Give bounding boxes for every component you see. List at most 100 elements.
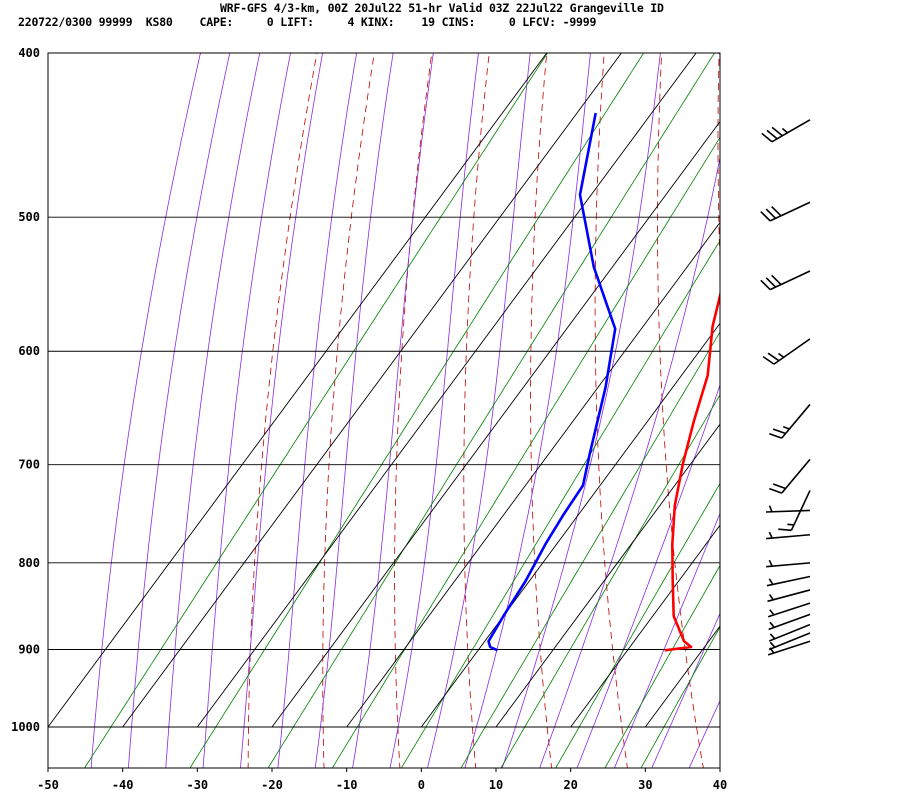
wind-barb-flag	[771, 274, 782, 286]
moist-adiabat	[277, 53, 358, 768]
wind-barb-flag	[768, 593, 774, 601]
moist-adiabat	[464, 53, 591, 768]
wind-barb	[766, 559, 811, 568]
wind-barb-flag	[769, 633, 776, 640]
moist-adiabat	[314, 53, 394, 768]
x-tick-label: 10	[489, 778, 503, 792]
moist-adiabat	[726, 34, 900, 770]
wind-barb-staff	[768, 613, 811, 631]
moist-adiabat	[501, 53, 661, 768]
isotherm-line	[122, 53, 622, 728]
wind-barb-flag	[760, 279, 771, 291]
wind-barb	[767, 602, 811, 618]
chart-header: WRF-GFS 4/3-km, 00Z 20Jul22 51-hr Valid …	[0, 0, 900, 40]
wind-barb-flag	[766, 129, 778, 140]
dry-adiabat	[717, 53, 720, 272]
moist-adiabat	[90, 53, 201, 768]
dry-adiabat	[891, 34, 900, 770]
mixing-ratio-line	[460, 331, 720, 768]
wind-barb-flag	[769, 647, 775, 654]
isotherm-line	[48, 53, 548, 728]
moist-adiabat	[539, 155, 720, 768]
wind-barb-flag	[761, 132, 773, 143]
wind-barb-flag	[769, 641, 776, 648]
isotherm-line	[271, 120, 720, 728]
moist-adiabat	[389, 53, 479, 768]
wind-barb-staff	[781, 403, 811, 439]
wind-barb-staff	[769, 201, 811, 222]
wind-barb	[760, 270, 811, 291]
y-axis-ticks: 400 500 600 700 800 900 1000	[11, 46, 40, 734]
wind-barb	[767, 589, 811, 603]
wind-barb-staff	[769, 270, 811, 291]
isotherm-line	[869, 53, 900, 727]
x-tick-label: 0	[418, 778, 425, 792]
wind-barb-flag	[769, 621, 775, 628]
isotherm-line	[719, 726, 720, 727]
wind-barb-flag	[782, 425, 790, 430]
wind-barb	[769, 403, 811, 439]
wind-barb-flag	[768, 559, 773, 567]
mixing-ratio-line	[189, 53, 645, 768]
isotherm-line	[795, 53, 900, 727]
wind-barb-flag	[771, 126, 783, 137]
wind-barb	[762, 338, 811, 365]
wind-barb-staff	[767, 589, 811, 603]
wind-barb	[768, 613, 811, 631]
wind-barb	[766, 531, 811, 540]
wind-barb	[760, 201, 811, 222]
dry-adiabat	[530, 53, 552, 768]
mixing-ratio-line	[500, 394, 720, 768]
wind-barb-flag	[787, 523, 795, 526]
moist-adiabat	[651, 612, 720, 768]
x-axis-ticks: -50 -40 -30 -20 -10 0 10 20 30 40	[37, 768, 727, 792]
isotherm-line	[420, 322, 720, 728]
wind-barb	[768, 632, 811, 651]
isotherm-line	[495, 423, 720, 728]
dry-adiabat	[247, 53, 318, 768]
moist-adiabat	[240, 53, 324, 768]
wind-barb-flag	[765, 277, 777, 288]
x-tick-label: 40	[713, 778, 727, 792]
x-tick-label: -10	[336, 778, 358, 792]
grid	[48, 52, 720, 728]
mixing-ratio-line	[331, 136, 720, 768]
wind-barb-staff	[766, 575, 811, 587]
sounding-indices: 220722/0300 99999 KS80 CAPE: 0 LIFT: 4 K…	[18, 15, 597, 29]
mixing-ratio-line	[400, 239, 720, 768]
wind-barb-flag	[771, 205, 782, 217]
dry-adiabat	[594, 53, 628, 768]
mixing-ratio-line	[267, 53, 715, 768]
wind-barb-staff	[766, 562, 811, 568]
dry-adiabat	[394, 53, 433, 768]
wind-barb-flag	[769, 432, 782, 439]
wind-barb-staff	[768, 623, 811, 642]
wind-barb-flag	[762, 355, 775, 365]
wind-barb-flag	[778, 528, 792, 532]
wind-barb-staff	[781, 458, 811, 494]
isotherm-line	[196, 53, 697, 728]
dewpoint-profile	[487, 112, 617, 652]
y-tick-label: 1000	[11, 720, 40, 734]
wind-barb-flag	[777, 352, 785, 358]
wind-barb	[769, 458, 811, 494]
wind-barb-flag	[760, 211, 771, 222]
dry-adiabat	[322, 53, 375, 768]
moist-adiabat	[576, 383, 720, 768]
wind-barb-flag	[769, 487, 782, 494]
wind-barb	[767, 640, 811, 656]
wind-barb-flag	[781, 127, 788, 134]
y-tick-label: 500	[18, 210, 40, 224]
thermo-background-lines	[48, 34, 900, 770]
wind-barb-staff	[765, 509, 811, 513]
moist-adiabat	[613, 512, 720, 768]
dry-adiabat	[657, 53, 704, 768]
y-tick-label: 900	[18, 642, 40, 656]
y-tick-label: 700	[18, 458, 40, 472]
moist-adiabat	[426, 53, 531, 768]
dry-adiabat	[463, 53, 490, 768]
isotherm-line	[570, 524, 720, 728]
moist-adiabat	[202, 53, 291, 768]
wind-barb-staff	[766, 533, 811, 540]
moist-adiabat	[128, 53, 231, 768]
